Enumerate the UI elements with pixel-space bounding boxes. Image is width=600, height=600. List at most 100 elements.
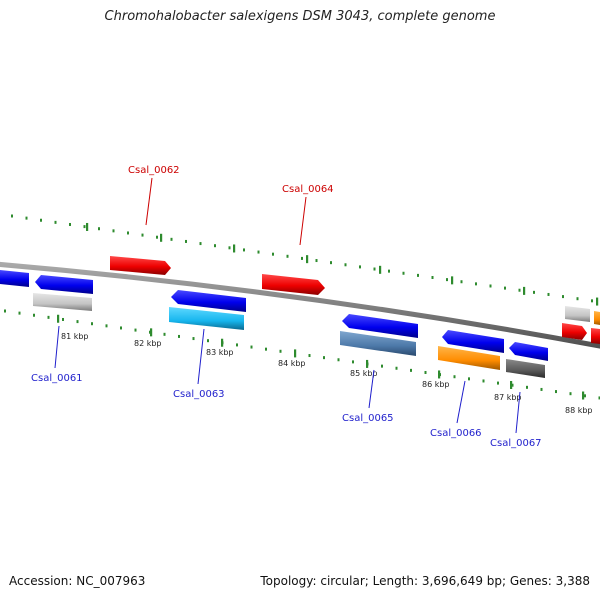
gene-arrow-csal-0061[interactable] bbox=[35, 275, 93, 294]
scale-label: 84 kbp bbox=[278, 359, 306, 368]
gene-block-cyan-0063[interactable] bbox=[169, 307, 244, 330]
outer-ring-dot bbox=[373, 267, 376, 271]
gene-arrow-forward-red-right[interactable] bbox=[562, 323, 587, 340]
gene-arrow-left-edge[interactable] bbox=[0, 270, 29, 287]
accession-label: Accession: NC_007963 bbox=[9, 574, 146, 588]
inner-ring-dot bbox=[569, 392, 572, 396]
scale-labels: 81 kbp 82 kbp 83 kbp 84 kbp 85 kbp 86 kbp 87 k… bbox=[61, 332, 593, 415]
gene-arrow-csal-0066[interactable] bbox=[442, 330, 504, 353]
outer-ring-dot bbox=[185, 239, 187, 243]
outer-ring-dot bbox=[402, 271, 405, 275]
outer-ring-major-tick bbox=[160, 233, 163, 242]
inner-ring-dot bbox=[468, 377, 470, 381]
gene-arrow-csal-0067[interactable] bbox=[509, 342, 548, 361]
inner-ring-dot bbox=[497, 381, 499, 385]
gene-block-silver-0061[interactable] bbox=[33, 293, 92, 311]
gene-label[interactable]: Csal_0067 bbox=[490, 438, 542, 449]
gene-arrow-csal-0064[interactable] bbox=[262, 274, 325, 295]
inner-ring-dot bbox=[511, 383, 514, 387]
outer-ring-dot bbox=[156, 235, 158, 239]
genome-backbone bbox=[0, 261, 600, 349]
inner-ring-dot bbox=[163, 332, 166, 336]
outer-ring-dot bbox=[199, 242, 202, 246]
inner-ring-major-tick bbox=[510, 380, 513, 389]
gene-labels: Csal_0061 Csal_0062 Csal_0063 Csal_0064 Csal… bbox=[31, 165, 542, 449]
map-title: Chromohalobacter salexigens DSM 3043, co… bbox=[104, 9, 496, 24]
gene-block-orange-0066[interactable] bbox=[438, 346, 500, 370]
gene-arrow-forward-red-edge[interactable] bbox=[591, 328, 600, 344]
gene-label[interactable]: Csal_0065 bbox=[342, 413, 394, 424]
inner-ring-major-tick bbox=[57, 314, 60, 323]
inner-ring-dot bbox=[584, 394, 586, 398]
gene-arrow-csal-0063[interactable] bbox=[171, 290, 246, 312]
outer-ring-dot bbox=[504, 286, 506, 290]
inner-ring-dot bbox=[134, 328, 137, 332]
inner-ring-dot bbox=[352, 360, 354, 364]
inner-ring-dot bbox=[598, 396, 600, 400]
outer-ring-dot bbox=[518, 288, 521, 292]
leader-line bbox=[145, 177, 153, 226]
outer-ring-dot bbox=[388, 269, 390, 273]
inner-ring-dot bbox=[337, 358, 340, 362]
inner-ring-dot bbox=[526, 385, 528, 389]
outer-ring-dot bbox=[40, 218, 42, 222]
outer-ring-dot bbox=[170, 237, 173, 241]
gene-block-steel-0065[interactable] bbox=[340, 331, 416, 356]
gene-arrow-forward-grey[interactable] bbox=[565, 306, 590, 322]
outer-ring-dot bbox=[547, 292, 550, 296]
inner-ring-dot bbox=[323, 356, 325, 360]
outer-ring-dot bbox=[359, 265, 361, 269]
scale-label: 88 kbp bbox=[565, 406, 593, 415]
leader-line bbox=[368, 369, 375, 409]
outer-ring-dot bbox=[112, 229, 115, 233]
inner-ring-dot bbox=[410, 368, 412, 372]
inner-ring-dot bbox=[265, 347, 267, 351]
scale-label: 87 kbp bbox=[494, 393, 522, 402]
scale-label: 82 kbp bbox=[134, 339, 162, 348]
leader-line bbox=[456, 380, 466, 424]
outer-ring-major-tick bbox=[451, 276, 454, 285]
scale-label: 83 kbp bbox=[206, 348, 234, 357]
leader-line bbox=[54, 325, 60, 369]
outer-ring-dot bbox=[25, 216, 28, 220]
inner-ring-dot bbox=[120, 326, 122, 330]
outer-ring-dot bbox=[214, 244, 216, 248]
outer-ring-dot bbox=[315, 259, 318, 263]
outer-ring-dot bbox=[489, 284, 492, 288]
leader-line bbox=[515, 391, 521, 434]
gene-arrow-forward-orange[interactable] bbox=[594, 311, 600, 325]
outer-ring-dot bbox=[272, 252, 274, 256]
inner-ring-dot bbox=[76, 320, 79, 324]
inner-ring-dot bbox=[250, 345, 253, 349]
outer-ring-dot bbox=[98, 227, 100, 231]
outer-ring-dot bbox=[257, 250, 260, 254]
inner-ring-dot bbox=[192, 337, 195, 341]
gene-block-gray-0067[interactable] bbox=[506, 359, 545, 378]
inner-ring-dot bbox=[381, 364, 383, 368]
inner-ring-major-tick bbox=[366, 359, 369, 368]
inner-ring-dot bbox=[18, 311, 21, 315]
inner-ring-dot bbox=[540, 387, 543, 391]
outer-ring-dot bbox=[301, 256, 303, 260]
inner-ring-major-tick bbox=[294, 349, 297, 358]
outer-ring-dot bbox=[243, 248, 245, 252]
gene-label[interactable]: Csal_0066 bbox=[430, 428, 482, 439]
inner-ring-dot bbox=[178, 334, 180, 338]
outer-ring-dot bbox=[83, 225, 86, 229]
outer-ring-major-tick bbox=[523, 286, 526, 295]
outer-ring-dot bbox=[54, 220, 57, 224]
inner-ring-dot bbox=[47, 315, 50, 319]
gene-label[interactable]: Csal_0062 bbox=[128, 165, 180, 176]
outer-ring-dot bbox=[127, 231, 129, 235]
scale-label: 81 kbp bbox=[61, 332, 89, 341]
inner-ring-dot bbox=[33, 313, 35, 317]
gene-label[interactable]: Csal_0061 bbox=[31, 373, 83, 384]
gene-label[interactable]: Csal_0063 bbox=[173, 389, 225, 400]
gene-arrow-csal-0062[interactable] bbox=[110, 256, 171, 275]
outer-ring-dot bbox=[11, 214, 13, 218]
gene-label[interactable]: Csal_0064 bbox=[282, 184, 334, 195]
outer-ring-dot bbox=[446, 278, 448, 282]
gene-arrow-csal-0065[interactable] bbox=[342, 314, 418, 338]
inner-ring-major-tick bbox=[150, 328, 153, 337]
